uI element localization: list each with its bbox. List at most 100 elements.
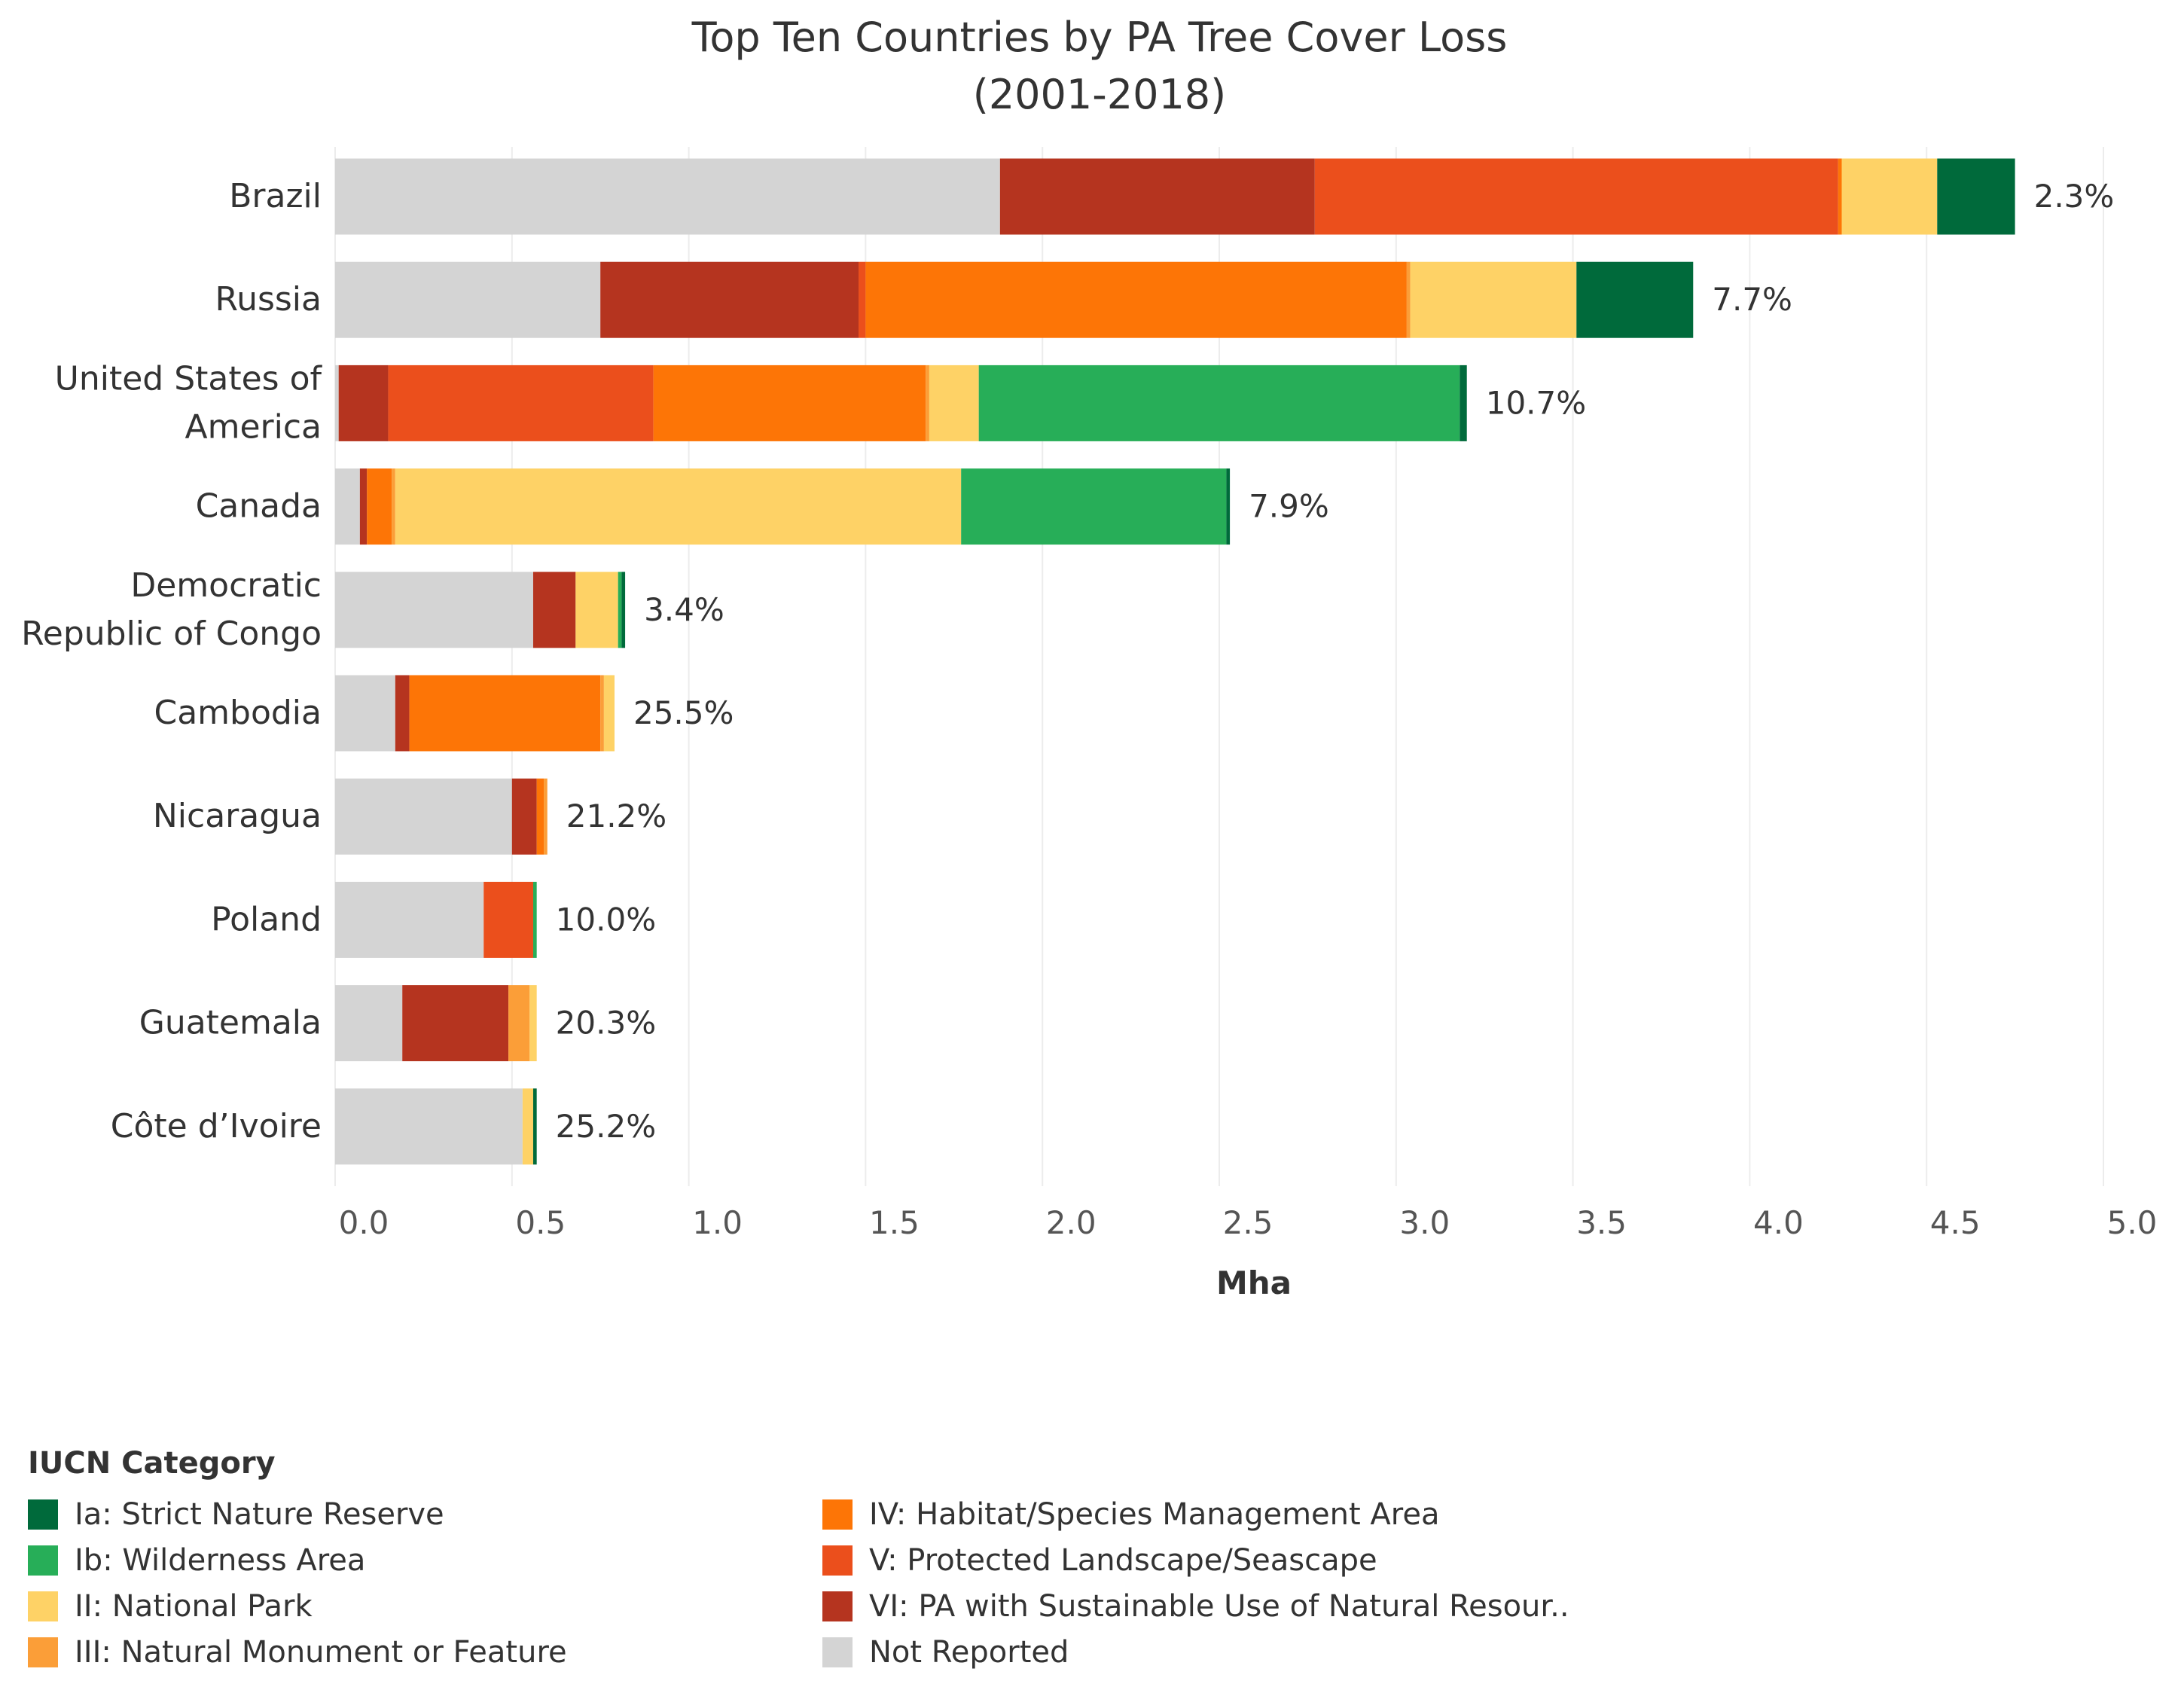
x-axis-label: Mha (1216, 1264, 1292, 1301)
bar-segment (1406, 261, 1411, 338)
bar-data-label: 25.2% (556, 1108, 656, 1145)
bar-segment (929, 365, 979, 441)
x-tick-label: 5.0 (2107, 1204, 2158, 1241)
x-tick-label: 3.0 (1399, 1204, 1450, 1241)
bar-segment (395, 468, 962, 545)
bar-data-label: 25.5% (633, 694, 734, 731)
x-tick-label: 0.5 (515, 1204, 566, 1241)
bar-data-label: 2.3% (2034, 178, 2115, 215)
legend-label: Not Reported (869, 1634, 1069, 1670)
legend-item: II: National Park (28, 1583, 822, 1629)
bar-segment (335, 572, 533, 648)
bar-segment (367, 468, 392, 545)
category-label: Democratic (130, 566, 322, 605)
x-tick-label: 4.5 (1930, 1204, 1981, 1241)
legend-label: Ib: Wilderness Area (75, 1542, 366, 1578)
bar-segment (575, 572, 618, 648)
bar-data-label: 20.3% (556, 1005, 656, 1042)
bar-labels: 2.3% 7.7% 10.7% 7.9% 3.4% 25.5% 21.2% 10.0% 20.3… (556, 178, 2115, 1145)
bar-segment (511, 778, 537, 855)
chart-subtitle: (2001-2018) (973, 71, 1226, 118)
bar-segment (402, 985, 509, 1062)
legend-swatch (822, 1499, 853, 1530)
chart-title: Top Ten Countries by PA Tree Cover Loss (691, 14, 1508, 61)
bar-segment (395, 675, 410, 752)
bar-data-label: 7.7% (1712, 281, 1792, 318)
legend-swatch (822, 1637, 853, 1667)
bar-segment (1576, 261, 1694, 338)
bar-segment (600, 261, 859, 338)
legend-title: IUCN Category (28, 1446, 276, 1481)
bar-data-label: 10.0% (556, 901, 656, 938)
bar-segment (335, 881, 484, 958)
bar-segment (536, 778, 544, 855)
legend-label: II: National Park (75, 1588, 313, 1624)
legend-column: Ia: Strict Nature Reserve Ib: Wilderness … (28, 1491, 822, 1675)
bar-segment (1841, 158, 1938, 235)
bar-segment (335, 158, 1000, 235)
bar-segment (335, 1088, 523, 1165)
category-label: Canada (196, 487, 322, 526)
bar-segment (978, 365, 1460, 441)
chart: Top Ten Countries by PA Tree Cover Loss … (21, 14, 2158, 1301)
bar-segment (621, 572, 626, 648)
legend-item: Ia: Strict Nature Reserve (28, 1491, 822, 1537)
bar-segment (335, 985, 403, 1062)
legend-label: IV: Habitat/Species Management Area (869, 1496, 1440, 1532)
bar-segment (999, 158, 1315, 235)
x-axis-ticks: 0.0 0.5 1.0 1.5 2.0 2.5 3.0 3.5 4.0 4.5 5.0 (339, 1204, 2158, 1241)
legend: IUCN Category Ia: Strict Nature Reserve I… (28, 1446, 2137, 1675)
legend-swatch (822, 1591, 853, 1621)
bar-segment (603, 675, 615, 752)
category-label: Côte d’Ivoire (111, 1107, 322, 1146)
legend-swatch (28, 1545, 58, 1576)
category-label: Cambodia (154, 694, 322, 732)
category-label: Guatemala (139, 1004, 322, 1042)
bar-segment (335, 778, 512, 855)
bar-data-label: 10.7% (1486, 384, 1586, 421)
legend-item: Not Reported (822, 1629, 1617, 1675)
bar-segment (508, 985, 530, 1062)
legend-swatch (28, 1637, 58, 1667)
bar-segment (961, 468, 1227, 545)
bar-segment (532, 572, 576, 648)
legend-item: Ib: Wilderness Area (28, 1537, 822, 1583)
bar-segment (653, 365, 926, 441)
bar-segment (1937, 158, 2015, 235)
bar-segment (483, 881, 533, 958)
legend-label: III: Natural Monument or Feature (75, 1634, 567, 1670)
bar-segment (618, 572, 622, 648)
bar-segment (409, 675, 601, 752)
legend-swatch (822, 1545, 853, 1576)
legend-swatch (28, 1499, 58, 1530)
legend-label: VI: PA with Sustainable Use of Natural R… (869, 1588, 1569, 1624)
bar-segment (388, 365, 654, 441)
legend-item: III: Natural Monument or Feature (28, 1629, 822, 1675)
bar-segment (926, 365, 929, 441)
bar-segment (335, 675, 395, 752)
category-label: Brazil (229, 177, 322, 215)
bar-segment (529, 985, 537, 1062)
x-tick-label: 3.5 (1576, 1204, 1627, 1241)
bar-data-label: 21.2% (566, 798, 666, 834)
x-tick-label: 0.0 (339, 1204, 389, 1241)
bar-segment (1314, 158, 1838, 235)
legend-columns: Ia: Strict Nature Reserve Ib: Wilderness … (28, 1491, 2137, 1675)
x-tick-label: 1.5 (869, 1204, 920, 1241)
bar-data-label: 3.4% (644, 591, 724, 628)
category-label: Poland (211, 900, 322, 938)
legend-item: IV: Habitat/Species Management Area (822, 1491, 1617, 1537)
bar-segment (1838, 158, 1842, 235)
bar-segment (338, 365, 389, 441)
category-label: Republic of Congo (21, 615, 322, 653)
legend-item: V: Protected Landscape/Seascape (822, 1537, 1617, 1583)
category-label: United States of (55, 359, 323, 398)
bar-segment (865, 261, 1407, 338)
category-label: Russia (215, 280, 322, 319)
x-tick-label: 4.0 (1753, 1204, 1804, 1241)
x-tick-label: 2.0 (1046, 1204, 1097, 1241)
bars (335, 158, 2015, 1165)
bar-segment (544, 778, 548, 855)
bar-segment (335, 261, 601, 338)
category-labels: Brazil Russia United States of America Canad… (21, 177, 322, 1146)
